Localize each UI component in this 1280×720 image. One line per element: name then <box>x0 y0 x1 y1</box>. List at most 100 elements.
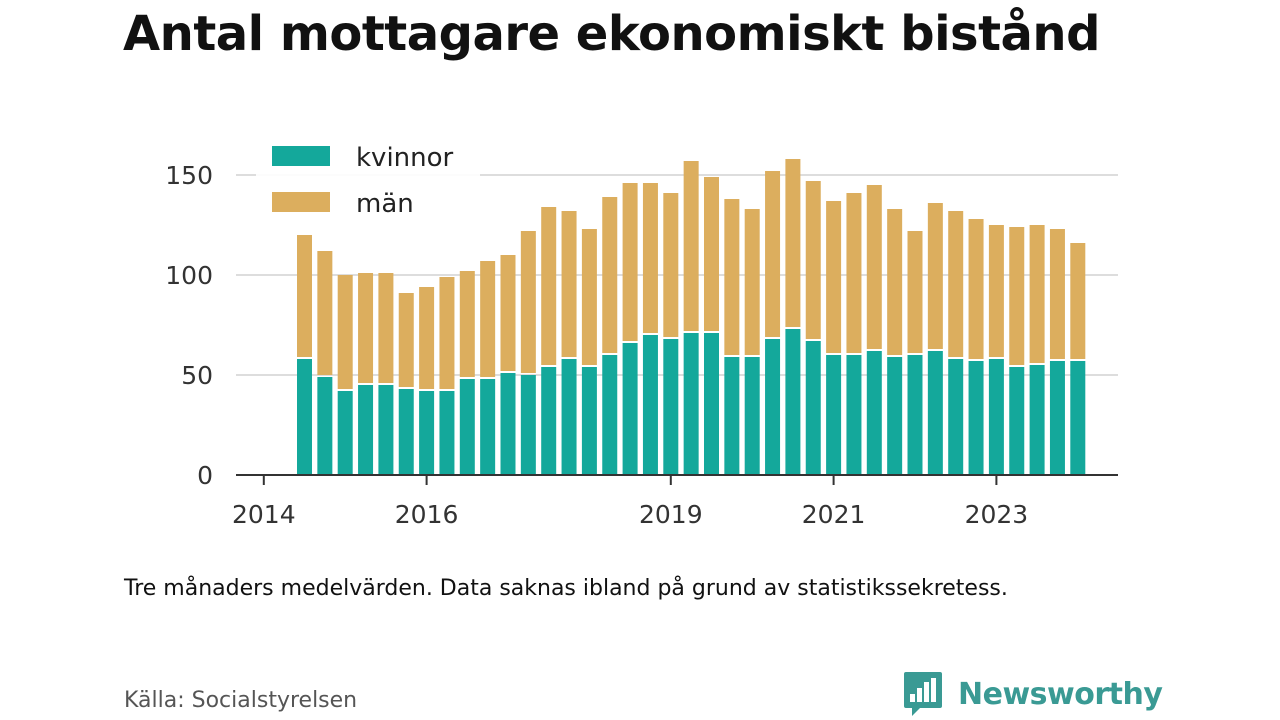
bar-kvinnor-2020-07 <box>785 329 801 475</box>
bar-man-2014-07 <box>297 235 312 357</box>
bar-man-2020-01 <box>744 209 760 355</box>
bar-man-2018-04 <box>602 197 618 353</box>
bar-kvinnor-2019-10 <box>724 357 740 475</box>
legend: kvinnor män <box>256 138 480 230</box>
bar-man-2022-10 <box>968 219 984 359</box>
y-tick-label: 0 <box>197 461 213 490</box>
x-tick-label-2016: 2016 <box>395 500 459 529</box>
bar-man-2017-07 <box>541 207 557 365</box>
bar-kvinnor-2021-04 <box>846 355 862 475</box>
bar-man-2016-01 <box>419 287 435 389</box>
bar-kvinnor-2016-10 <box>480 379 496 475</box>
bar-man-2015-07 <box>378 273 394 383</box>
bars <box>297 159 1086 475</box>
bar-kvinnor-2017-01 <box>500 373 516 475</box>
bar-man-2019-01 <box>663 193 679 337</box>
bar-man-2016-10 <box>480 261 496 377</box>
bar-man-2022-07 <box>948 211 964 357</box>
bar-man-2019-10 <box>724 199 740 355</box>
brand-name: Newsworthy <box>958 676 1163 712</box>
bar-kvinnor-2023-01 <box>988 359 1004 475</box>
bar-man-2014-10 <box>317 251 333 375</box>
y-tick-label: 50 <box>181 361 213 390</box>
bar-kvinnor-2020-10 <box>805 341 821 475</box>
bar-man-2018-01 <box>581 229 597 365</box>
bar-kvinnor-2022-04 <box>927 351 943 475</box>
bar-man-2020-07 <box>785 159 801 327</box>
bar-kvinnor-2016-01 <box>419 391 435 475</box>
x-tick-label-2023: 2023 <box>965 500 1029 529</box>
bar-kvinnor-2020-01 <box>744 357 760 475</box>
bar-man-2021-10 <box>887 209 903 355</box>
brand-logo: Newsworthy <box>902 670 1163 718</box>
bar-man-2021-07 <box>866 185 882 349</box>
axes: 0 50 100 150 2014 2016 2019 2021 2023 <box>165 161 1118 529</box>
bar-kvinnor-2015-10 <box>398 389 414 475</box>
bar-man-2019-07 <box>704 177 719 331</box>
bar-man-2018-07 <box>622 183 638 341</box>
legend-label-man: män <box>356 189 414 219</box>
bar-man-2016-04 <box>439 277 455 389</box>
bar-kvinnor-2018-10 <box>642 335 658 475</box>
bar-man-2019-04 <box>683 161 699 331</box>
bar-kvinnor-2022-10 <box>968 361 984 475</box>
bar-kvinnor-2017-07 <box>541 367 557 475</box>
x-tick-label-2021: 2021 <box>802 500 866 529</box>
x-tick-label-2019: 2019 <box>639 500 703 529</box>
bar-man-2015-10 <box>398 293 414 387</box>
bar-man-2022-01 <box>907 231 923 353</box>
bar-kvinnor-2019-04 <box>683 333 699 475</box>
legend-label-kvinnor: kvinnor <box>356 143 454 173</box>
newsworthy-logo-icon <box>904 672 942 716</box>
bar-kvinnor-2014-07 <box>297 359 312 475</box>
bar-man-2017-10 <box>561 211 577 357</box>
bar-man-2020-10 <box>805 181 821 339</box>
bar-kvinnor-2023-07 <box>1029 365 1045 475</box>
chart-note: Tre månaders medelvärden. Data saknas ib… <box>124 576 1008 601</box>
bar-kvinnor-2020-04 <box>765 339 781 475</box>
bar-man-2023-07 <box>1029 225 1045 363</box>
bar-kvinnor-2021-10 <box>887 357 903 475</box>
bar-kvinnor-2018-04 <box>602 355 618 475</box>
source-label: Källa: Socialstyrelsen <box>124 688 358 713</box>
bar-man-2023-10 <box>1049 229 1065 359</box>
bar-man-2021-01 <box>826 201 842 353</box>
bar-man-2023-04 <box>1009 227 1025 365</box>
bar-kvinnor-2014-10 <box>317 377 333 475</box>
bar-kvinnor-2018-07 <box>622 343 638 475</box>
bar-man-2016-07 <box>459 271 475 377</box>
bar-man-2017-01 <box>500 255 516 371</box>
legend-swatch-kvinnor <box>272 146 330 166</box>
chart-title: Antal mottagare ekonomiskt bistånd <box>123 6 1100 62</box>
x-tick-label-2014: 2014 <box>232 500 296 529</box>
bar-kvinnor-2022-01 <box>907 355 923 475</box>
bar-kvinnor-2016-04 <box>439 391 455 475</box>
bar-man-2022-04 <box>927 203 943 349</box>
bar-kvinnor-2021-07 <box>866 351 882 475</box>
bar-kvinnor-2015-07 <box>378 385 394 475</box>
stacked-bar-chart: 0 50 100 150 2014 2016 2019 2021 2023 kvinnor mä… <box>165 138 1118 529</box>
bar-kvinnor-2024-01 <box>1070 361 1086 475</box>
bar-kvinnor-2015-04 <box>358 385 374 475</box>
bar-kvinnor-2019-07 <box>704 333 719 475</box>
bar-kvinnor-2023-10 <box>1049 361 1065 475</box>
bar-kvinnor-2017-04 <box>520 375 536 475</box>
y-tick-label: 100 <box>165 261 213 290</box>
bar-kvinnor-2015-01 <box>337 391 353 475</box>
bar-kvinnor-2023-04 <box>1009 367 1025 475</box>
bar-man-2015-04 <box>358 273 374 383</box>
bar-man-2023-01 <box>988 225 1004 357</box>
bar-man-2015-01 <box>337 275 353 389</box>
bar-man-2018-10 <box>642 183 658 333</box>
bar-kvinnor-2016-07 <box>459 379 475 475</box>
bar-man-2017-04 <box>520 231 536 373</box>
legend-swatch-man <box>272 192 330 212</box>
bar-man-2024-01 <box>1070 243 1086 359</box>
bar-man-2020-04 <box>765 171 781 337</box>
bar-kvinnor-2022-07 <box>948 359 964 475</box>
bar-kvinnor-2018-01 <box>581 367 597 475</box>
bar-kvinnor-2019-01 <box>663 339 679 475</box>
bar-kvinnor-2021-01 <box>826 355 842 475</box>
bar-man-2021-04 <box>846 193 862 353</box>
y-tick-label: 150 <box>165 161 213 190</box>
